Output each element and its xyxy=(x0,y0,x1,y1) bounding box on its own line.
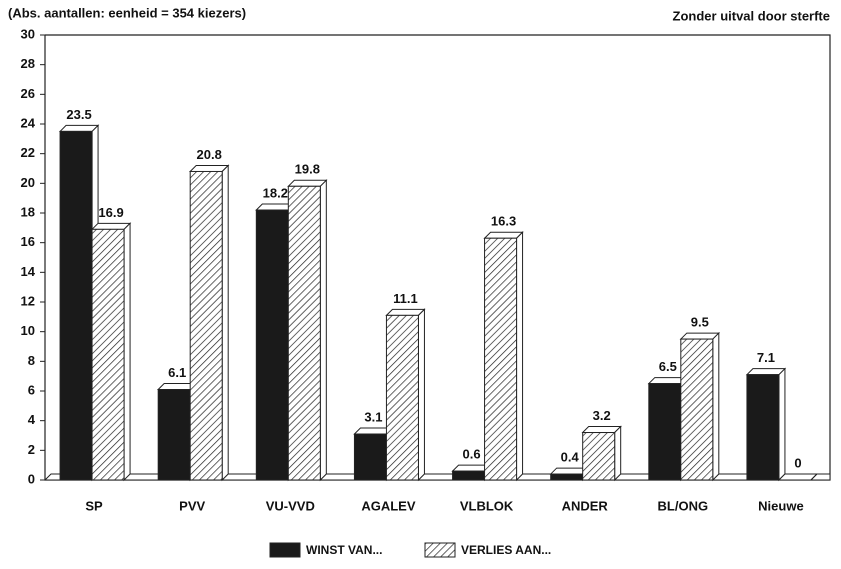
bar xyxy=(287,185,321,481)
value-label: 6.5 xyxy=(659,359,677,374)
y-tick-label: 30 xyxy=(21,26,35,41)
bar-side xyxy=(319,179,327,482)
bar-side xyxy=(810,473,818,481)
chart-title: (Abs. aantallen: eenheid = 354 kiezers) xyxy=(8,5,246,20)
bar xyxy=(59,130,93,481)
bar xyxy=(648,383,682,481)
x-tick-label: BL/ONG xyxy=(658,498,709,513)
bar-side xyxy=(221,164,229,482)
bar xyxy=(189,170,223,481)
bar-side xyxy=(417,308,425,482)
y-tick-label: 22 xyxy=(21,145,35,160)
legend-label: VERLIES AAN... xyxy=(461,543,551,557)
y-tick-label: 18 xyxy=(21,204,35,219)
legend-swatch xyxy=(269,542,301,558)
bar xyxy=(91,228,125,481)
x-tick-label: PVV xyxy=(179,498,205,513)
value-label: 0.6 xyxy=(463,447,481,462)
value-label: 16.3 xyxy=(491,214,516,229)
bar xyxy=(746,374,780,481)
bar xyxy=(353,433,387,481)
bar-side xyxy=(712,331,720,482)
x-tick-label: AGALEV xyxy=(361,498,416,513)
y-tick-label: 10 xyxy=(21,323,35,338)
y-tick-label: 12 xyxy=(21,293,35,308)
bar xyxy=(385,314,419,481)
value-label: 6.1 xyxy=(168,365,186,380)
value-label: 9.5 xyxy=(691,315,709,330)
bar xyxy=(484,237,518,481)
y-tick-label: 24 xyxy=(21,115,36,130)
x-tick-label: SP xyxy=(85,498,103,513)
bar xyxy=(550,473,584,481)
x-tick-label: ANDER xyxy=(562,498,609,513)
bar-side xyxy=(614,425,622,482)
value-label: 0.4 xyxy=(561,450,580,465)
x-tick-label: VLBLOK xyxy=(460,498,514,513)
y-tick-label: 20 xyxy=(21,175,35,190)
x-tick-label: Nieuwe xyxy=(758,498,804,513)
legend-swatch xyxy=(424,542,456,558)
bar xyxy=(255,209,289,481)
value-label: 3.2 xyxy=(593,408,611,423)
y-tick-label: 8 xyxy=(28,353,35,368)
y-tick-label: 28 xyxy=(21,56,35,71)
value-label: 16.9 xyxy=(98,205,123,220)
y-tick-label: 2 xyxy=(28,442,35,457)
bar xyxy=(680,338,714,481)
bar-side xyxy=(123,222,131,482)
value-label: 18.2 xyxy=(263,185,288,200)
bar-side xyxy=(778,367,786,482)
value-label: 7.1 xyxy=(757,350,775,365)
y-tick-label: 26 xyxy=(21,86,35,101)
bar xyxy=(452,470,486,481)
bar xyxy=(157,389,191,481)
value-label: 3.1 xyxy=(364,409,382,424)
value-label: 11.1 xyxy=(393,291,418,306)
legend-label: WINST VAN... xyxy=(306,543,382,557)
value-label: 0 xyxy=(794,455,801,470)
bar-side xyxy=(516,231,524,482)
chart-subtitle: Zonder uitval door sterfte xyxy=(673,8,830,23)
y-tick-label: 0 xyxy=(28,471,35,486)
y-tick-label: 16 xyxy=(21,234,35,249)
y-tick-label: 4 xyxy=(28,412,36,427)
x-tick-label: VU-VVD xyxy=(266,498,315,513)
value-label: 19.8 xyxy=(295,162,320,177)
y-tick-label: 6 xyxy=(28,382,35,397)
bar xyxy=(582,432,616,481)
y-tick-label: 14 xyxy=(21,264,36,279)
value-label: 20.8 xyxy=(197,147,222,162)
value-label: 23.5 xyxy=(66,107,91,122)
